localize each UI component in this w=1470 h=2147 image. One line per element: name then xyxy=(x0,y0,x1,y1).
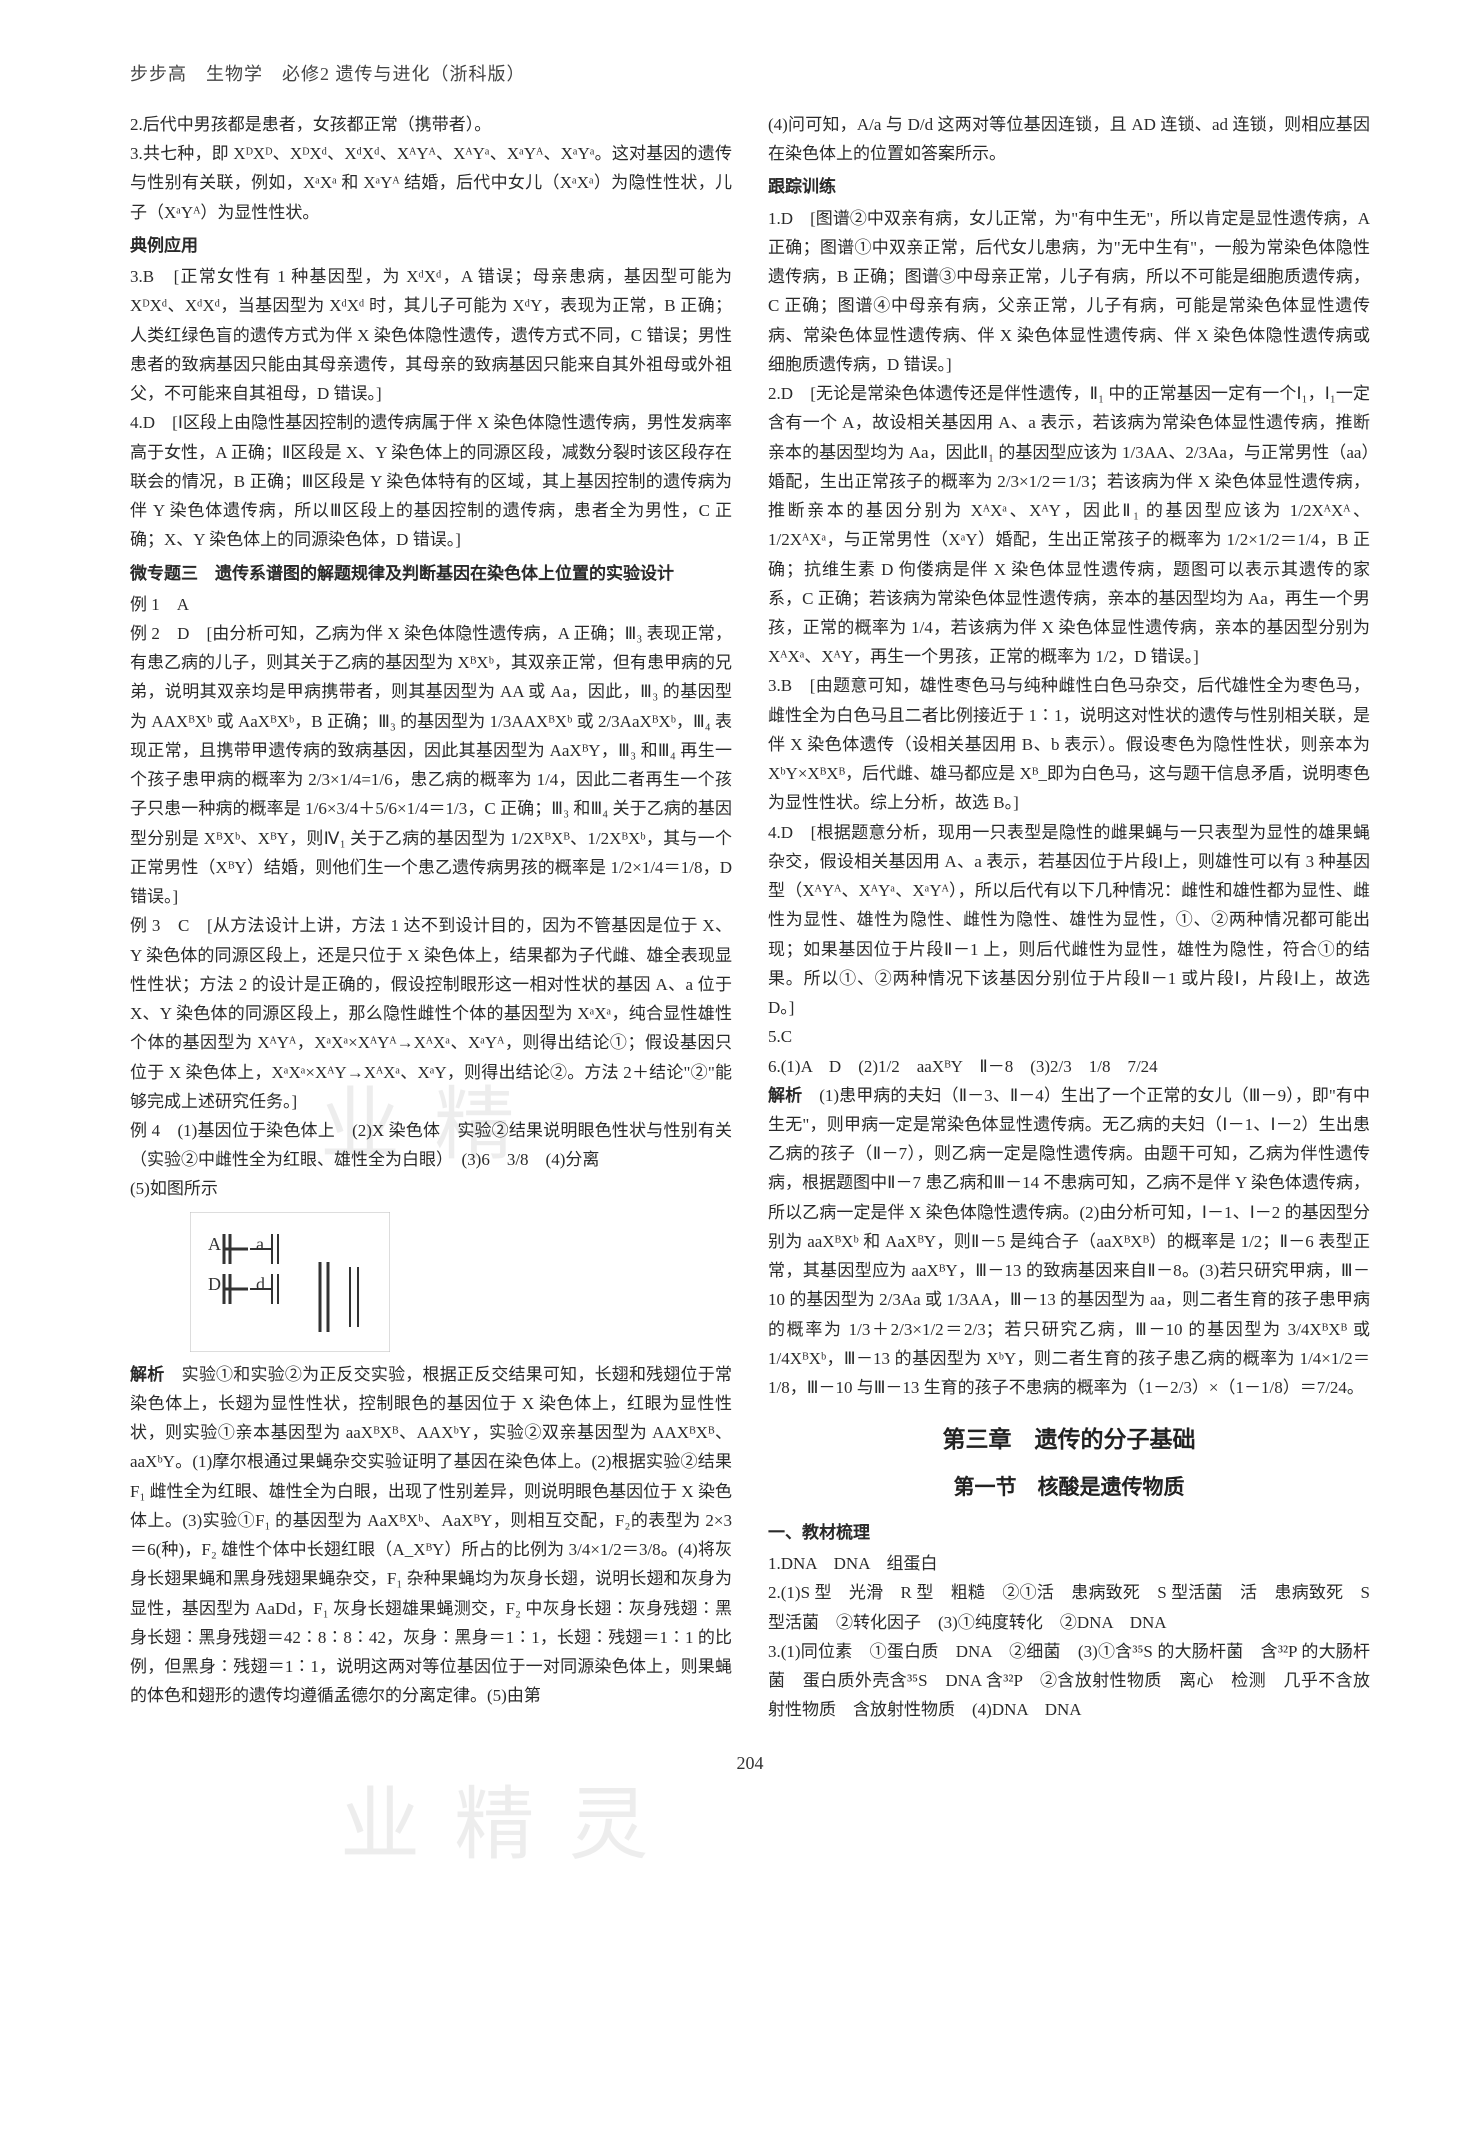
jiaocai-1: 1.DNA DNA 组蛋白 xyxy=(768,1549,1370,1578)
jiaocai-2: 2.(1)S 型 光滑 R 型 粗糙 ②①活 患病致死 S 型活菌 活 患病致死… xyxy=(768,1578,1370,1636)
genzong-3: 3.B [由题意可知，雄性枣色马与纯种雌性白色马杂交，后代雄性全为枣色马，雌性全… xyxy=(768,671,1370,817)
left-column: 2.后代中男孩都是患者，女孩都正常（携带者）。 3.共七种，即 XᴰXᴰ、XᴰX… xyxy=(130,110,732,1725)
jiaocai-title: 一、教材梳理 xyxy=(768,1518,1370,1547)
page-header: 步步高 生物学 必修2 遗传与进化（浙科版） xyxy=(130,60,1370,86)
example-1: 例 1 A xyxy=(130,590,732,619)
watermark-icon: 业 精 灵 xyxy=(340,1760,654,1876)
section-title: 第一节 核酸是遗传物质 xyxy=(768,1470,1370,1506)
jiexi-text: 实验①和实验②为正反交实验，根据正反交结果可知，长翅和残翅位于常染色体上，长翅为… xyxy=(130,1365,732,1706)
genzong-6-jiexi: 解析 (1)患甲病的夫妇（Ⅱ－3、Ⅱ－4）生出了一个正常的女儿（Ⅲ－9），即"有… xyxy=(768,1081,1370,1403)
para-2: 2.后代中男孩都是患者，女孩都正常（携带者）。 xyxy=(130,110,732,139)
jiexi-para: 解析 实验①和实验②为正反交实验，根据正反交结果可知，长翅和残翅位于常染色体上，… xyxy=(130,1360,732,1711)
example-4: 例 4 (1)基因位于染色体上 (2)X 染色体 实验②结果说明眼色性状与性别有… xyxy=(130,1116,732,1174)
genzong-2: 2.D [无论是常染色体遗传还是伴性遗传，Ⅱ₁ 中的正常基因一定有一个Ⅰ₁，Ⅰ₁… xyxy=(768,379,1370,671)
genzong-4: 4.D [根据题意分析，现用一只表型是隐性的雌果蝇与一只表型为显性的雄果蝇杂交，… xyxy=(768,818,1370,1023)
dianxing-4: 4.D [Ⅰ区段上由隐性基因控制的遗传病属于伴 X 染色体隐性遗传病，男性发病率… xyxy=(130,408,732,554)
example-3: 例 3 C [从方法设计上讲，方法 1 达不到设计目的，因为不管基因是位于 X、… xyxy=(130,911,732,1116)
chromosome-diagram: A a D d xyxy=(190,1212,390,1352)
jiexi-label: 解析 xyxy=(130,1365,164,1384)
para-3: 3.共七种，即 XᴰXᴰ、XᴰXᵈ、XᵈXᵈ、XᴬYᴬ、XᴬYᵃ、XᵃYᴬ、Xᵃ… xyxy=(130,139,732,227)
section-genzong: 跟踪训练 xyxy=(768,172,1370,201)
jiaocai-3: 3.(1)同位素 ①蛋白质 DNA ②细菌 (3)①含³⁵S 的大肠杆菌 含³²… xyxy=(768,1637,1370,1725)
dianxing-3: 3.B [正常女性有 1 种基因型，为 XᵈXᵈ，A 错误；母亲患病，基因型可能… xyxy=(130,262,732,408)
genzong-5: 5.C xyxy=(768,1022,1370,1051)
chapter-title: 第三章 遗传的分子基础 xyxy=(768,1420,1370,1460)
micro-topic-title: 微专题三 遗传系谱图的解题规律及判断基因在染色体上位置的实验设计 xyxy=(130,559,732,588)
example-4-5: (5)如图所示 xyxy=(130,1174,732,1203)
section-dianxing: 典例应用 xyxy=(130,231,732,260)
example-2: 例 2 D [由分析可知，乙病为伴 X 染色体隐性遗传病，A 正确；Ⅲ₃ 表现正… xyxy=(130,619,732,911)
svg-text:D: D xyxy=(208,1274,221,1294)
svg-text:d: d xyxy=(256,1274,265,1294)
page-number: 204 xyxy=(130,1753,1370,1774)
svg-text:A: A xyxy=(208,1234,221,1254)
right-top-para: (4)问可知，A/a 与 D/d 这两对等位基因连锁，且 AD 连锁、ad 连锁… xyxy=(768,110,1370,168)
svg-text:a: a xyxy=(256,1234,264,1254)
jiexi-text-6: (1)患甲病的夫妇（Ⅱ－3、Ⅱ－4）生出了一个正常的女儿（Ⅲ－9），即"有中生无… xyxy=(768,1086,1370,1397)
content-columns: 2.后代中男孩都是患者，女孩都正常（携带者）。 3.共七种，即 XᴰXᴰ、XᴰX… xyxy=(130,110,1370,1725)
genzong-1: 1.D [图谱②中双亲有病，女儿正常，为"有中生无"，所以肯定是显性遗传病，A … xyxy=(768,204,1370,379)
jiexi-label-6: 解析 xyxy=(768,1086,802,1105)
genzong-6: 6.(1)A D (2)1/2 aaXᴮY Ⅱ－8 (3)2/3 1/8 7/2… xyxy=(768,1052,1370,1081)
right-column: (4)问可知，A/a 与 D/d 这两对等位基因连锁，且 AD 连锁、ad 连锁… xyxy=(768,110,1370,1725)
